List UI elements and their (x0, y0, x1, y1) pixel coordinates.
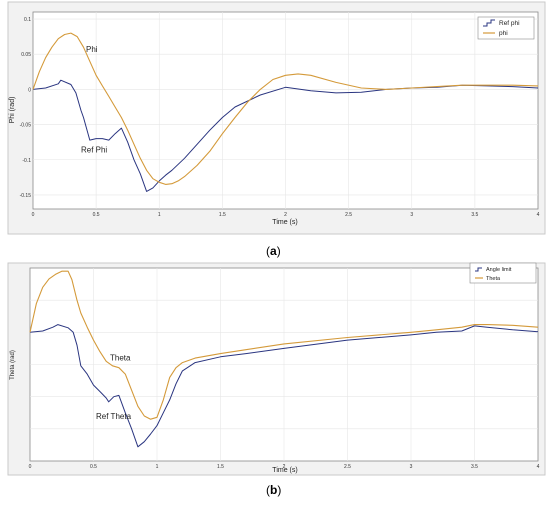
x-tick-label: 2 (283, 464, 286, 470)
y-tick-label: -0.15 (20, 193, 32, 199)
caption-b: (b) (266, 483, 281, 497)
annotation-label: Theta (110, 354, 131, 363)
panel-a-grid (33, 12, 538, 209)
x-tick-label: 1 (156, 464, 159, 470)
y-tick-label: -0.1 (22, 158, 31, 164)
panel-b-legend-theta-label: Theta (486, 276, 501, 282)
x-tick-label: 1 (158, 212, 161, 218)
annotation-label: Phi (86, 45, 98, 54)
y-tick-label: 0.05 (21, 52, 31, 58)
panel-a-chart: 0 0.5 1 1.5 2 2.5 3 3.5 4 0.1 0.05 0 -0.05 -0.1 -0.15… (7, 1, 546, 235)
x-tick-label: 0 (29, 464, 32, 470)
panel-b-legend-ref-swatch (475, 267, 482, 272)
panel-b-chart: 0 0.5 1 1.5 2 2.5 3 3.5 4 Time (s) Theta (rad) T… (7, 262, 546, 476)
x-tick-label: 2.5 (345, 212, 352, 218)
caption-b-letter: b (270, 483, 277, 497)
panel-b-x-ticks: 0 0.5 1 1.5 2 2.5 3 3.5 4 (29, 464, 540, 470)
x-tick-label: 3 (410, 464, 413, 470)
panel-a-legend-ref-swatch (483, 19, 495, 27)
panel-a-annotations: Phi Ref Phi (81, 45, 107, 155)
panel-a-x-axis-label: Time (s) (272, 219, 297, 226)
panel-b-x-axis-label: Time (s) (272, 467, 297, 474)
x-tick-label: 1.5 (219, 212, 226, 218)
x-tick-label: 4 (537, 464, 540, 470)
panel-b-annotations: Theta Ref Theta (96, 354, 132, 422)
annotation-label: Ref Phi (81, 146, 107, 155)
y-tick-label: 0 (28, 87, 31, 93)
y-tick-label: -0.05 (20, 123, 32, 129)
panel-b-series (29, 270, 539, 448)
panel-b-y-axis-label: Theta (rad) (10, 350, 16, 380)
panel-a-legend-ref-label: Ref phi (499, 20, 520, 27)
caption-a-letter: a (270, 244, 277, 258)
x-tick-label: 2 (284, 212, 287, 218)
panel-a-series (32, 32, 539, 192)
panel-a-legend: Ref phi phi (477, 16, 535, 40)
reference-series-line (32, 79, 539, 192)
panel-b-legend-box (469, 262, 537, 284)
y-tick-label: 0.1 (24, 17, 31, 23)
panel-a-x-ticks: 0 0.5 1 1.5 2 2.5 3 3.5 4 (32, 212, 540, 218)
x-tick-label: 2.5 (344, 464, 351, 470)
panel-b-legend-ref-label: Angle limit (486, 267, 512, 273)
caption-a: (a) (266, 244, 281, 258)
x-tick-label: 0.5 (90, 464, 97, 470)
reference-series-line (29, 324, 539, 448)
panel-b-grid (30, 268, 538, 461)
panel-a-y-axis-label: Phi (rad) (9, 97, 16, 124)
panel-a-legend-phi-label: phi (499, 30, 508, 37)
panel-a-y-ticks: 0.1 0.05 0 -0.05 -0.1 -0.15 (20, 17, 32, 199)
x-tick-label: 0 (32, 212, 35, 218)
measured-series-line (29, 270, 539, 420)
x-tick-label: 3.5 (471, 212, 478, 218)
x-tick-label: 1.5 (217, 464, 224, 470)
panel-b-legend: Angle limit Theta (469, 262, 537, 284)
x-tick-label: 4 (537, 212, 540, 218)
measured-series-line (32, 32, 539, 185)
annotation-label: Ref Theta (96, 412, 132, 421)
x-tick-label: 3.5 (471, 464, 478, 470)
x-tick-label: 0.5 (93, 212, 100, 218)
x-tick-label: 3 (410, 212, 413, 218)
